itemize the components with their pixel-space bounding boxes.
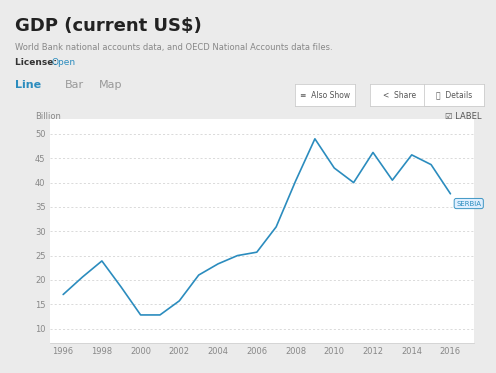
Text: License:: License: — [15, 58, 60, 67]
Text: ☑ LABEL: ☑ LABEL — [444, 112, 481, 121]
Text: ⓘ  Details: ⓘ Details — [435, 91, 472, 100]
Text: Open: Open — [51, 58, 75, 67]
Text: Map: Map — [99, 79, 123, 90]
Text: ≡  Also Show: ≡ Also Show — [300, 91, 350, 100]
Text: Line: Line — [15, 79, 41, 90]
Text: SERBIA: SERBIA — [456, 201, 481, 207]
Text: <  Share: < Share — [383, 91, 416, 100]
Text: Billion: Billion — [35, 112, 61, 121]
Text: World Bank national accounts data, and OECD National Accounts data files.: World Bank national accounts data, and O… — [15, 43, 332, 52]
Text: GDP (current US$): GDP (current US$) — [15, 17, 202, 35]
Text: Bar: Bar — [64, 79, 84, 90]
